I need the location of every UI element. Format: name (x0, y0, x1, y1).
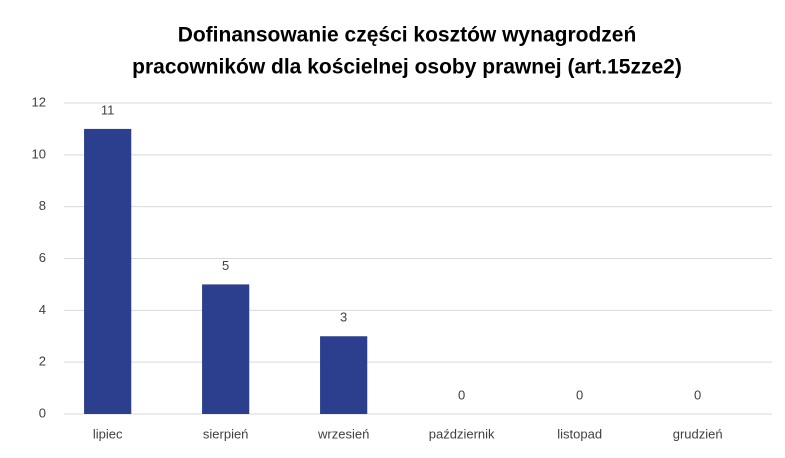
x-tick-label: wrzesień (317, 426, 369, 441)
bar (320, 336, 368, 414)
x-tick-label: lipiec (93, 426, 123, 441)
x-tick-label: październik (429, 426, 495, 441)
bar (84, 128, 132, 414)
x-tick-label: sierpień (203, 426, 249, 441)
data-label: 5 (222, 258, 229, 273)
y-tick-label: 6 (39, 250, 46, 265)
data-label: 0 (694, 387, 701, 402)
y-tick-label: 8 (39, 198, 46, 213)
y-tick-label: 12 (32, 94, 46, 109)
data-label: 3 (340, 310, 347, 325)
x-tick-label: listopad (557, 426, 602, 441)
data-label: 0 (458, 387, 465, 402)
chart-title: pracowników dla kościelnej osoby prawnej… (132, 56, 682, 79)
y-tick-label: 0 (39, 405, 46, 420)
data-label: 11 (101, 102, 115, 117)
x-tick-label: grudzień (673, 426, 723, 441)
y-tick-label: 2 (39, 354, 46, 369)
bar (202, 284, 250, 414)
data-label: 0 (576, 387, 583, 402)
chart-title: Dofinansowanie części kosztów wynagrodze… (178, 24, 637, 47)
y-tick-label: 10 (32, 146, 46, 161)
y-tick-label: 4 (39, 302, 46, 317)
